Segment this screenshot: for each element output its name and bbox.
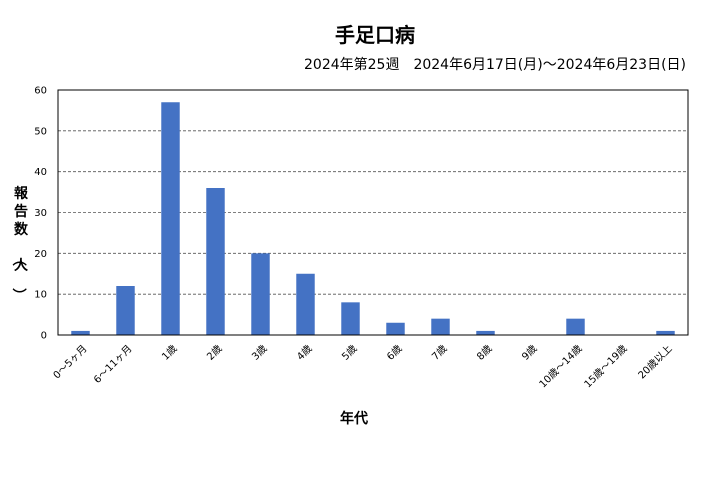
x-tick-label: 9歳 [520, 343, 540, 363]
x-tick-label: 8歳 [475, 343, 495, 363]
x-tick-label: 6～11ヶ月 [91, 343, 134, 386]
x-tick-label: 20歳以上 [636, 343, 675, 382]
y-tick-label: 60 [34, 86, 47, 97]
x-tick-label: 4歳 [295, 343, 315, 363]
x-tick-label: 7歳 [430, 343, 450, 363]
x-axis-ticks: 0～5ヶ月 6～11ヶ月 1歳 2歳 3歳 4歳 5歳 6歳 7歳 8歳 9歳10歳～14歳15歳～… [51, 343, 675, 391]
y-tick-label: 30 [34, 208, 47, 219]
x-tick-label: 1歳 [160, 343, 180, 363]
grid-lines [58, 130, 688, 295]
x-axis-title: 年代 [340, 410, 368, 427]
y-tick-label: 10 [34, 290, 47, 301]
bar [251, 253, 270, 335]
plot-area-frame [57, 89, 689, 336]
x-tick-label: 2歳 [205, 343, 225, 363]
chart-subtitle: 2024年第25週 2024年6月17日(月)～2024年6月23日(日) [304, 56, 686, 73]
bar [476, 330, 495, 335]
x-tick-label: 0～5ヶ月 [51, 343, 90, 382]
y-axis-ticks: 0 10 20 30 40 50 60 [34, 86, 47, 342]
y-tick-label: 50 [34, 126, 47, 137]
bar [161, 102, 180, 335]
x-tick-label: 10歳～14歳 [537, 343, 585, 391]
bar [206, 188, 225, 335]
bar [116, 286, 135, 335]
chart-title: 手足口病 [335, 23, 415, 47]
bar [431, 318, 450, 335]
y-axis-title: 報告数（人） [10, 185, 29, 302]
bars [71, 102, 675, 335]
y-tick-label: 20 [34, 249, 47, 260]
bar [386, 322, 405, 335]
x-tick-label: 5歳 [340, 343, 360, 363]
bar [656, 330, 675, 335]
x-tick-label: 15歳～19歳 [582, 343, 630, 391]
y-tick-label: 0 [41, 331, 47, 342]
bar [71, 330, 90, 335]
y-tick-label: 40 [34, 167, 47, 178]
bar [296, 273, 315, 335]
bar [341, 302, 360, 335]
x-tick-label: 6歳 [385, 343, 405, 363]
bar [566, 318, 585, 335]
x-tick-label: 3歳 [250, 343, 270, 363]
